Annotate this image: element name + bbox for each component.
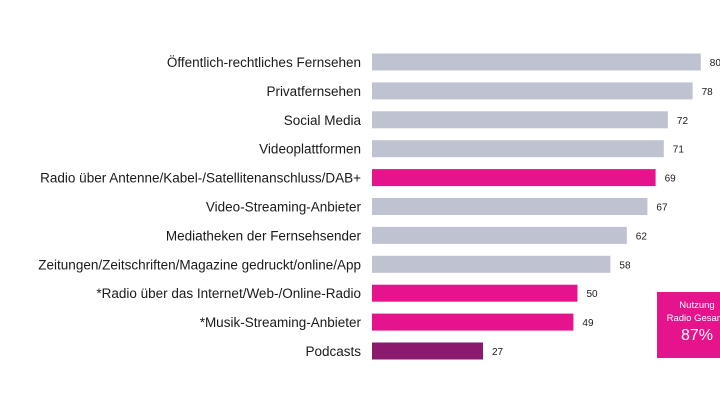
callout-line1: Nutzung xyxy=(679,300,715,311)
radio-total-callout: Nutzung Radio Gesamt 87% xyxy=(657,292,720,358)
bar-10 xyxy=(372,342,483,360)
category-label-8: *Radio über das Internet/Web-/Online-Rad… xyxy=(96,286,361,301)
value-label-6: 62 xyxy=(636,231,648,242)
value-label-1: 78 xyxy=(702,87,714,98)
category-label-6: Mediatheken der Fernsehsender xyxy=(166,228,362,243)
value-label-5: 67 xyxy=(656,203,668,214)
category-label-0: Öffentlich-rechtliches Fernsehen xyxy=(167,55,361,70)
value-label-7: 58 xyxy=(619,260,631,271)
bar-8 xyxy=(372,284,578,302)
value-label-0: 80 xyxy=(710,58,720,69)
value-label-8: 50 xyxy=(587,289,599,300)
value-label-2: 72 xyxy=(677,116,689,127)
bar-9 xyxy=(372,313,574,331)
category-label-5: Video-Streaming-Anbieter xyxy=(206,200,362,215)
value-label-4: 69 xyxy=(665,174,677,185)
category-label-9: *Musik-Streaming-Anbieter xyxy=(200,315,362,330)
bar-7 xyxy=(372,255,611,273)
category-label-3: Videoplattformen xyxy=(259,142,361,157)
bar-2 xyxy=(372,111,668,129)
bar-3 xyxy=(372,140,664,158)
value-label-3: 71 xyxy=(673,145,685,156)
value-label-10: 27 xyxy=(492,347,504,358)
category-label-1: Privatfernsehen xyxy=(266,84,361,99)
bar-4 xyxy=(372,169,656,187)
category-label-10: Podcasts xyxy=(305,344,361,359)
value-label-9: 49 xyxy=(582,318,594,329)
category-label-4: Radio über Antenne/Kabel-/Satellitenansc… xyxy=(40,171,361,186)
bar-1 xyxy=(372,82,693,100)
bar-5 xyxy=(372,198,648,215)
category-label-2: Social Media xyxy=(284,113,362,128)
callout-value: 87% xyxy=(680,327,714,344)
category-label-7: Zeitungen/Zeitschriften/Magazine gedruck… xyxy=(38,257,361,272)
callout-line2: Radio Gesamt xyxy=(666,313,720,324)
bar-0 xyxy=(372,53,701,71)
bar-6 xyxy=(372,226,627,244)
